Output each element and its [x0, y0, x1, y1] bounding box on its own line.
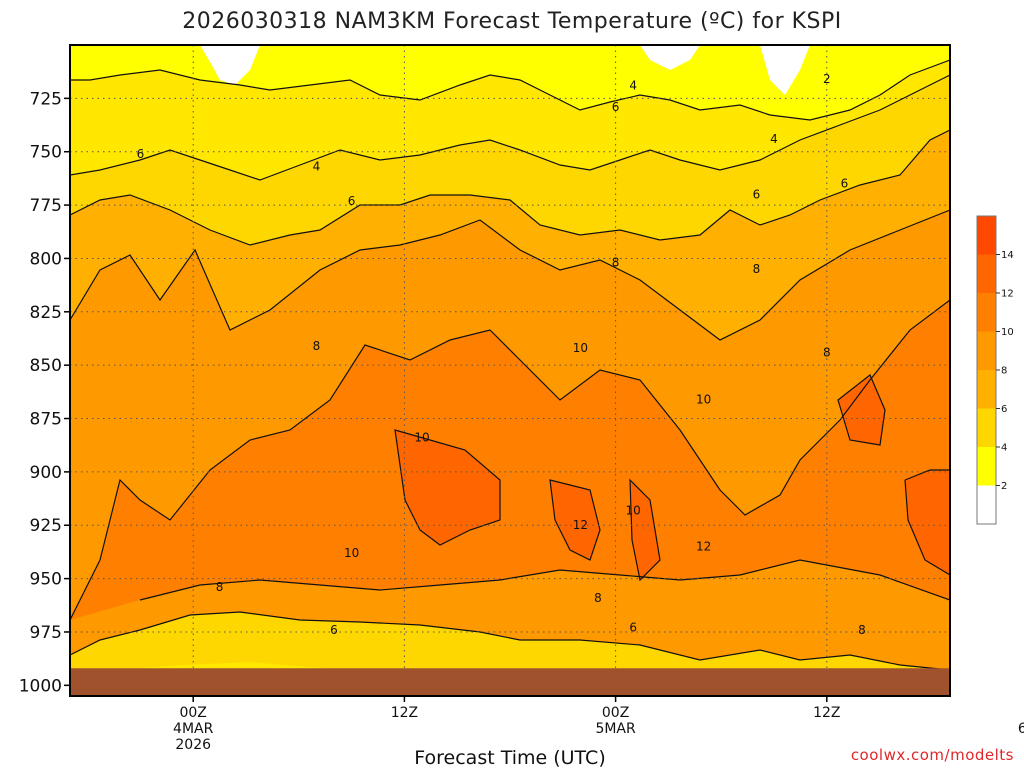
- contour-line: [629, 478, 661, 582]
- colorbar-swatch: [977, 293, 996, 332]
- contour-label: 8: [753, 262, 761, 276]
- y-tick-label: 900: [30, 463, 62, 483]
- x-tick-label: 00Z: [179, 705, 206, 721]
- field-layer-above-10: [70, 300, 950, 620]
- y-axis: 725 750 775 800 825 850 875 900 925 950 975 1000: [19, 89, 70, 696]
- x-tick-label: 12Z: [813, 705, 840, 721]
- contour-line: [70, 209, 950, 341]
- y-tick-label: 1000: [19, 676, 62, 696]
- contour-line: [837, 374, 886, 446]
- colorbar-swatch: [977, 370, 996, 409]
- contour-line: [549, 479, 601, 561]
- contour-line: [139, 559, 950, 601]
- y-tick-label: 875: [30, 410, 62, 430]
- contour-label: 8: [823, 345, 831, 359]
- contour-label: 6: [753, 187, 761, 201]
- colorbar-swatch: [977, 254, 996, 293]
- contour-label: 4: [313, 160, 321, 174]
- colorbar: 2 4 6 8 10 12 14: [976, 215, 1014, 525]
- y-tick-label: 850: [30, 356, 62, 376]
- contour-label: 10: [414, 431, 429, 445]
- contour-line: [70, 74, 950, 181]
- x-axis-label: Forecast Time (UTC): [414, 747, 605, 768]
- chart-title: 2026030318 NAM3KM Forecast Temperature (…: [182, 9, 842, 34]
- contour-line: [70, 129, 950, 246]
- y-tick-label: 825: [30, 303, 62, 323]
- y-tick-label: 800: [30, 249, 62, 269]
- contour-label: 10: [626, 503, 641, 517]
- colorbar-swatch: [977, 408, 996, 447]
- x-axis: 00Z4MAR202612Z00Z5MAR12Z00Z6MAR: [173, 696, 1024, 753]
- contour-label: 10: [573, 341, 588, 355]
- contour-label: 2: [823, 72, 831, 86]
- x-tick-date-label: 4MAR: [173, 721, 214, 737]
- colorbar-swatch: [977, 216, 996, 255]
- contour-line: [70, 299, 950, 621]
- colorbar-label: 6: [1001, 404, 1007, 415]
- credit-text: coolwx.com/modelts: [851, 746, 1014, 764]
- contour-label: 8: [313, 339, 321, 353]
- x-tick-date-label: 5MAR: [595, 721, 636, 737]
- contour-label: 8: [858, 623, 866, 637]
- plot-frame: [69, 44, 951, 697]
- y-tick-label: 750: [30, 143, 62, 163]
- colorbar-label: 14: [1001, 250, 1014, 261]
- contour-label: 10: [960, 452, 975, 466]
- field-layer-below-8: [70, 45, 950, 696]
- colorbar-label: 4: [1001, 443, 1007, 454]
- contour-label: 6: [612, 100, 620, 114]
- colorbar-label: 10: [1001, 327, 1014, 338]
- x-tick-date-label: 6MAR: [1018, 721, 1024, 737]
- contour-label: 10: [960, 320, 975, 334]
- contour-line: [394, 429, 501, 546]
- contour-label: 12: [573, 518, 588, 532]
- y-tick-label: 775: [30, 196, 62, 216]
- colorbar-label: 12: [1001, 289, 1014, 300]
- colorbar-swatch: [977, 331, 996, 370]
- contour-label: 8: [594, 591, 602, 605]
- contour-label: 6: [841, 177, 849, 191]
- y-tick-label: 950: [30, 570, 62, 590]
- y-tick-label: 725: [30, 89, 62, 109]
- contour-label: 8: [612, 256, 620, 270]
- contour-label: 10: [696, 392, 711, 406]
- colorbar-swatch: [977, 447, 996, 486]
- field-layer-below-6: [70, 45, 950, 696]
- x-tick-label: 12Z: [391, 705, 418, 721]
- colorbar-swatch: [977, 485, 996, 524]
- x-tick-year-label: 2026: [175, 737, 211, 753]
- x-tick-label: 00Z: [602, 705, 629, 721]
- contour-label: 12: [696, 540, 711, 554]
- contour-line: [70, 59, 950, 121]
- contour-label: 8: [216, 580, 224, 594]
- contour-label: 10: [344, 546, 359, 560]
- contour-label: 6: [330, 623, 338, 637]
- contour-label: 6: [629, 621, 637, 635]
- contour-label: 6: [137, 147, 145, 161]
- field-layer-below-4: [70, 45, 950, 120]
- y-tick-label: 975: [30, 623, 62, 643]
- field-layer-below-2: [200, 45, 810, 95]
- contour-label: 4: [770, 132, 778, 146]
- y-tick-label: 925: [30, 516, 62, 536]
- contour-label: 4: [629, 79, 637, 93]
- colorbar-label: 2: [1001, 481, 1007, 492]
- contour-label: 6: [348, 194, 356, 208]
- contour-line: [904, 469, 950, 576]
- ground-below-surface: [70, 668, 950, 696]
- colorbar-label: 8: [1001, 366, 1007, 377]
- contour-line: [70, 611, 950, 671]
